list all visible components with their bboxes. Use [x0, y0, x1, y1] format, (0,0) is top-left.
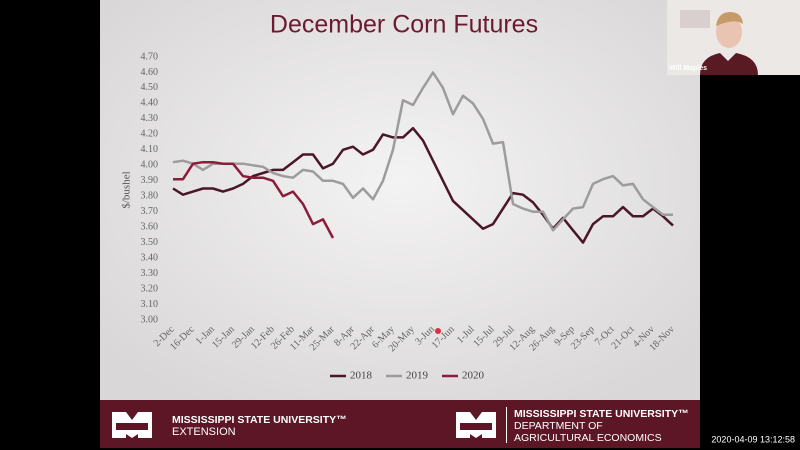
chart-title: December Corn Futures [270, 11, 538, 39]
footer-left-line2: EXTENSION [172, 426, 236, 438]
y-tick-label: 4.10 [141, 144, 159, 155]
series-line [172, 126, 674, 244]
cursor [435, 328, 441, 334]
y-tick-label: 3.80 [141, 191, 159, 202]
y-tick-label: 3.60 [141, 221, 159, 232]
y-tick-label: 4.30 [141, 113, 159, 124]
webcam: Will Maples [667, 0, 800, 75]
y-tick-label: 4.60 [141, 67, 159, 78]
series-line [172, 71, 673, 232]
legend-label: 2019 [406, 370, 429, 382]
logo-left [112, 412, 152, 438]
y-tick-label: 3.10 [141, 299, 159, 310]
y-tick-label: 4.40 [141, 98, 159, 109]
legend: 2018 2019 2020 [330, 370, 485, 382]
y-tick-label: 3.30 [141, 268, 159, 279]
slide [100, 0, 700, 400]
y-tick-label: 3.00 [141, 314, 159, 325]
slide-footer [100, 400, 700, 448]
y-tick-label: 4.20 [141, 129, 159, 140]
legend-label: 2020 [462, 370, 485, 382]
y-tick-label: 4.50 [141, 82, 159, 93]
y-tick-label: 4.00 [141, 160, 159, 171]
participant-name: Will Maples [669, 65, 707, 72]
y-axis-label: $/bushel [121, 171, 133, 208]
footer-left-line1: MISSISSIPPI STATE UNIVERSITY™ [172, 414, 347, 426]
y-tick-label: 3.90 [141, 175, 159, 186]
footer-right-line3: AGRICULTURAL ECONOMICS [514, 432, 662, 444]
series-line [173, 160, 335, 239]
y-tick-label: 3.20 [141, 283, 159, 294]
timestamp: 2020-04-09 13:12:58 [711, 434, 795, 444]
y-tick-label: 3.50 [141, 237, 159, 248]
y-tick-label: 4.70 [141, 51, 159, 62]
y-tick-label: 3.70 [141, 206, 159, 217]
footer-right-line2: DEPARTMENT OF [514, 420, 603, 432]
legend-label: 2018 [350, 370, 373, 382]
footer-right-line1: MISSISSIPPI STATE UNIVERSITY™ [514, 408, 689, 420]
y-tick-label: 3.40 [141, 252, 159, 263]
footer-divider [506, 407, 507, 443]
logo-right [456, 412, 496, 438]
